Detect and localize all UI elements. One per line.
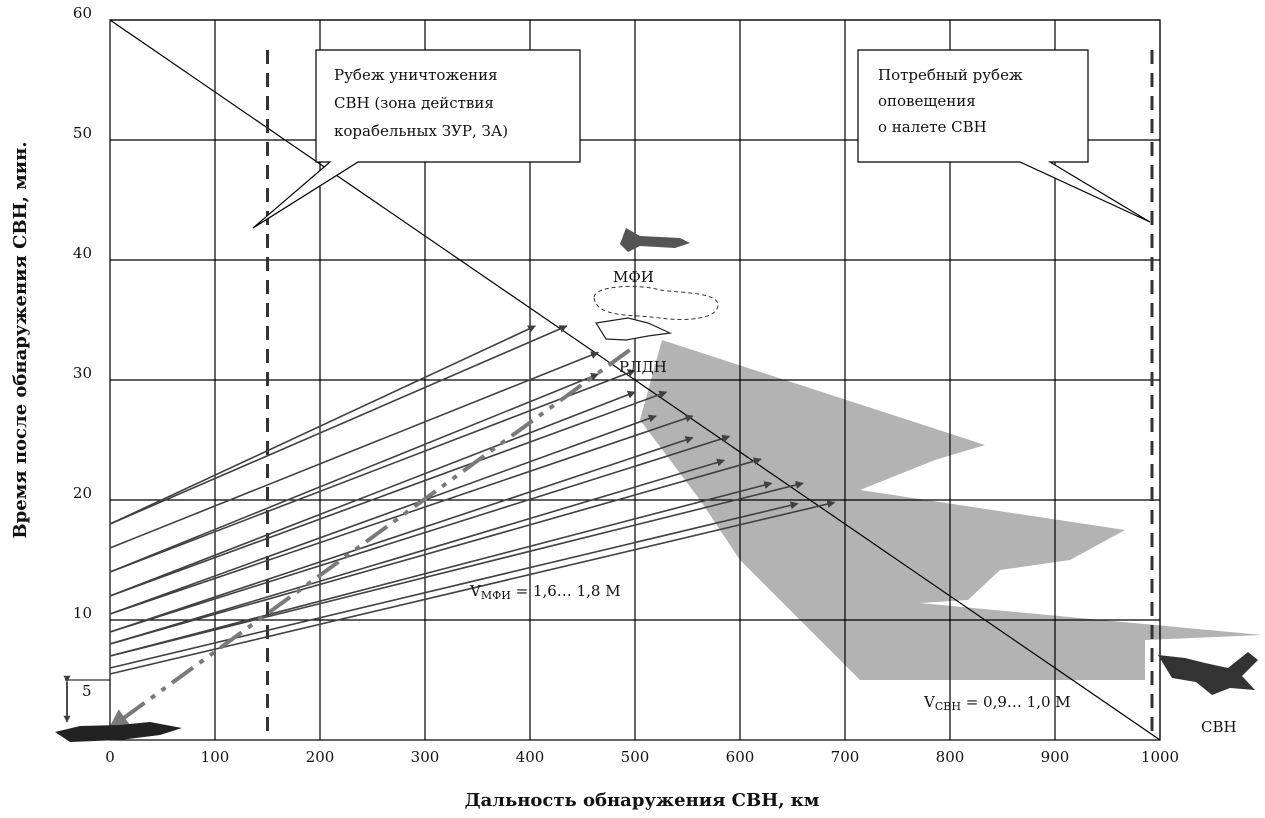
x-axis-title: Дальность обнаружения СВН, км <box>465 790 820 811</box>
callout-box-left <box>252 49 581 229</box>
y-tick-label: 10 <box>73 604 92 622</box>
interceptor-arrow <box>109 369 636 573</box>
interceptor-arrow <box>109 351 599 549</box>
bomber-aircraft-icon <box>1158 652 1258 695</box>
x-tick-label: 100 <box>201 748 230 766</box>
y-tick-label: 30 <box>73 364 92 382</box>
fighter-jet-icon <box>620 228 690 252</box>
v-mfi-val: = 1,6… 1,8 М <box>511 582 621 600</box>
x-tick-label: 800 <box>936 748 965 766</box>
interceptor-arrow <box>109 414 657 615</box>
label-svn: СВН <box>1201 718 1237 736</box>
x-tick-label: 400 <box>516 748 545 766</box>
v-svn-val: = 0,9… 1,0 М <box>961 693 1071 711</box>
v-svn-v: V <box>923 693 936 711</box>
interceptor-arrow <box>109 501 799 669</box>
v-mfi-sub: МФИ <box>481 589 511 602</box>
callout-right-line1: Потребный рубеж <box>878 66 1023 84</box>
interceptor-arrow <box>109 325 568 525</box>
callout-right-line3: о налете СВН <box>878 118 987 136</box>
y-tick-label: 50 <box>73 124 92 142</box>
v-svn-label: VСВН = 0,9… 1,0 М <box>923 693 1071 713</box>
interceptor-arrow <box>109 434 731 633</box>
interceptor-arrow <box>109 325 536 525</box>
x-tick-label: 300 <box>411 748 440 766</box>
svn-approach-line <box>109 19 1161 741</box>
rldn-data-link-line <box>108 348 631 730</box>
x-tick-label: 900 <box>1041 748 1070 766</box>
label-rldn: РЛДН <box>619 358 667 376</box>
x-tick-label: 1000 <box>1141 748 1179 766</box>
interceptor-arrow <box>109 372 599 573</box>
y-tick-label: 20 <box>73 484 92 502</box>
x-tick-label: 700 <box>831 748 860 766</box>
interceptor-arrow <box>109 481 773 657</box>
y-tick-label: 60 <box>73 4 92 22</box>
x-tick-label: 500 <box>621 748 650 766</box>
ship-icon <box>55 722 182 742</box>
v-mfi-v: V <box>469 582 482 600</box>
awacs-aircraft-icon <box>595 317 673 341</box>
callout-left-line3: корабельных ЗУР, ЗА) <box>334 122 508 140</box>
bracket-label: 5 <box>82 682 92 700</box>
interceptor-arrow <box>109 390 668 597</box>
interceptor-arrow <box>109 458 726 645</box>
callout-right-line2: оповещения <box>878 92 976 110</box>
interceptor-arrow <box>109 481 804 657</box>
interceptor-arrow <box>109 500 836 675</box>
v-mfi-label: VМФИ = 1,6… 1,8 М <box>469 582 621 602</box>
x-tick-label: 200 <box>306 748 335 766</box>
y-axis-title: Время после обнаружения СВН, мин. <box>10 141 31 538</box>
callout-left-line2: СВН (зона действия <box>334 94 494 112</box>
patrol-zone-icon <box>593 285 719 320</box>
label-mfi: МФИ <box>613 268 654 286</box>
x-tick-label: 600 <box>726 748 755 766</box>
interceptor-arrow <box>109 457 762 645</box>
y-tick-label: 40 <box>73 244 92 262</box>
x-tick-label: 0 <box>105 748 115 766</box>
interceptor-arrow <box>109 436 694 633</box>
v-svn-sub: СВН <box>935 700 961 713</box>
interceptor-arrow <box>109 414 694 615</box>
interceptor-arrow <box>109 390 636 597</box>
callout-left-line1: Рубеж уничтожения <box>334 66 498 84</box>
callout-box-right <box>857 49 1151 223</box>
attack-zone-shade <box>640 340 1262 680</box>
